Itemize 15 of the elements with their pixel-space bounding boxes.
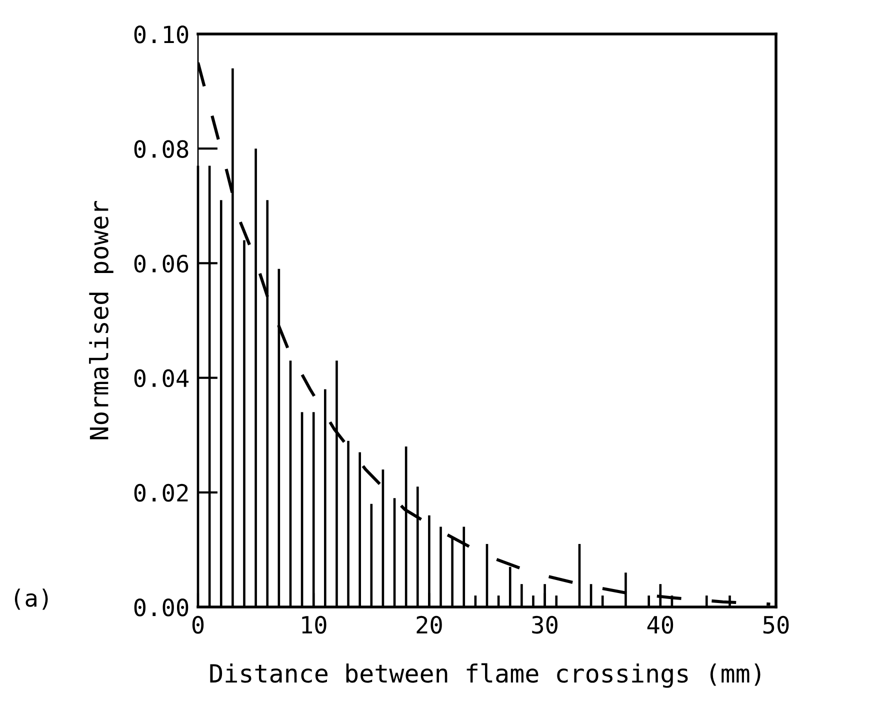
x-tick-label: 20	[416, 616, 442, 634]
x-tick-label: 30	[532, 616, 558, 634]
text: (a)	[14, 588, 48, 610]
y-tick-label: 0.04	[134, 369, 189, 388]
y-tick-label: 0.08	[134, 140, 188, 158]
y-tick-label: 0.10	[134, 26, 188, 44]
x-tick-label: 0	[192, 616, 204, 634]
y-tick-label: 0.02	[134, 484, 188, 502]
x-tick-label: 10	[302, 616, 326, 634]
x-tick-label: 50	[763, 616, 789, 634]
y-axis-title: Normalised power	[89, 201, 114, 440]
x-axis-title: Distance between flame crossings (mm)	[210, 663, 760, 688]
y-tick-label: 0.00	[134, 598, 188, 616]
x-tick-label: 40	[647, 616, 674, 634]
y-tick-label: 0.06	[134, 254, 188, 273]
